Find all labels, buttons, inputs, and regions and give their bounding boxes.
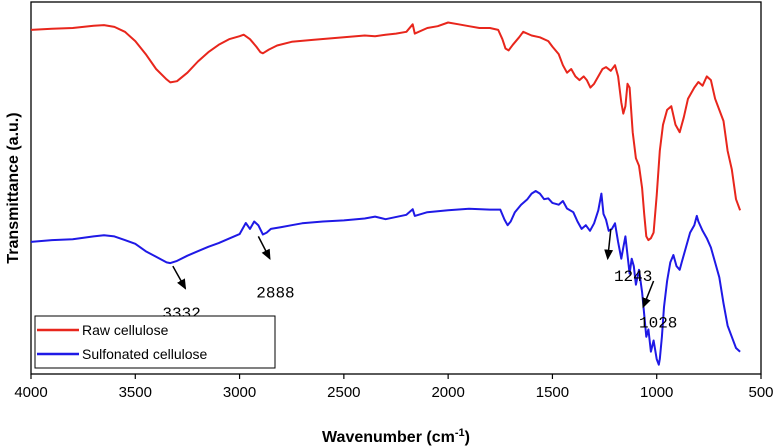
series-group [30, 21, 742, 366]
series-line-sulfonated-cellulose [30, 190, 741, 366]
x-tick-label-500: 500 [748, 384, 773, 401]
annotation-arrow-1243 [604, 228, 614, 261]
x-tick-label-1500: 1500 [536, 384, 569, 401]
annotation-label-1243: 1243 [614, 268, 652, 286]
legend-box [34, 315, 276, 369]
series-line-raw-cellulose [30, 21, 742, 242]
legend-label-sulfonated: Sulfonated cellulose [82, 346, 208, 362]
annotation-arrow-3332 [172, 265, 187, 290]
annotation-arrow-1028 [642, 280, 655, 309]
x-axis-ticks: 4000 3500 3000 2500 2000 1500 1000 500 [14, 374, 774, 401]
x-tick-label-1000: 1000 [640, 384, 673, 401]
x-tick-label-3000: 3000 [223, 384, 256, 401]
x-tick-label-3500: 3500 [119, 384, 152, 401]
annotation-label-2888: 2888 [256, 285, 294, 303]
x-tick-label-2000: 2000 [431, 384, 464, 401]
legend: Raw cellulose Sulfonated cellulose [34, 315, 276, 369]
annotation-arrow-2888 [257, 236, 271, 261]
legend-label-raw: Raw cellulose [82, 322, 169, 338]
x-axis-title-main: Wavenumber (cm [322, 429, 455, 446]
plot-area [30, 1, 762, 375]
x-axis-title-close: ) [465, 429, 470, 446]
x-axis-title: Wavenumber (cm-1) [322, 427, 470, 446]
x-tick-label-4000: 4000 [14, 384, 47, 401]
x-axis-title-superscript: -1 [455, 427, 465, 439]
y-axis-title: Transmittance (a.u.) [5, 112, 22, 263]
x-tick-label-2500: 2500 [327, 384, 360, 401]
annotation-label-1028: 1028 [639, 315, 677, 333]
